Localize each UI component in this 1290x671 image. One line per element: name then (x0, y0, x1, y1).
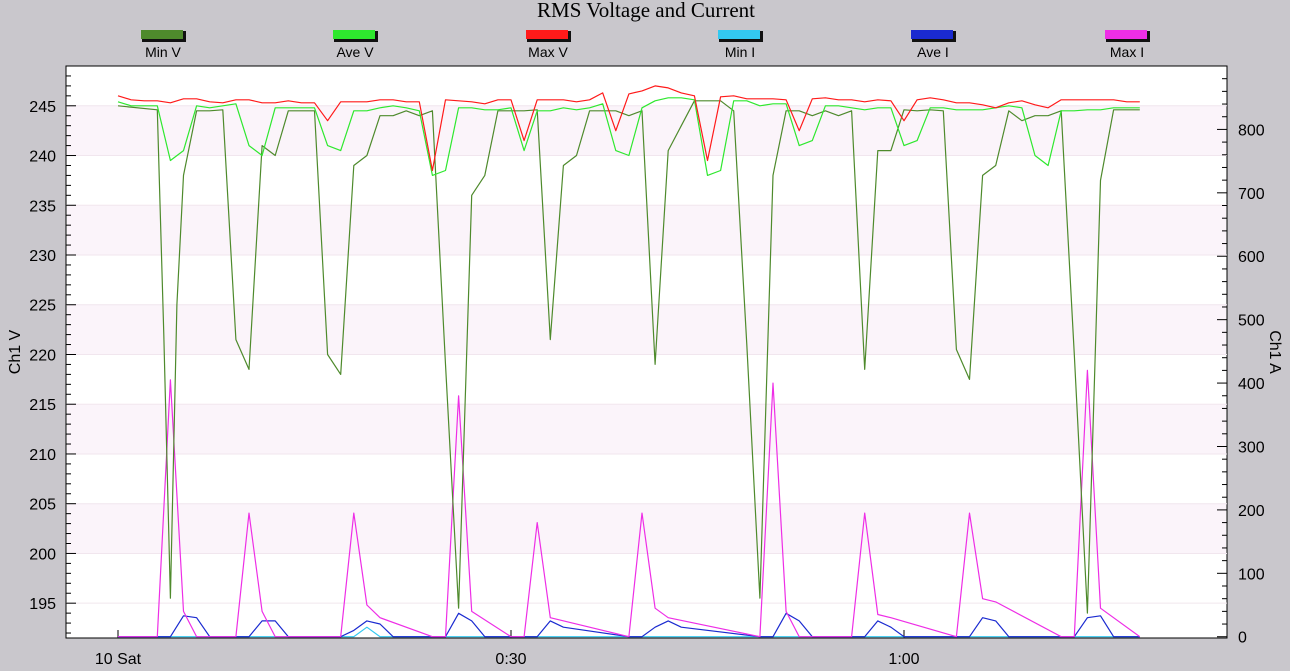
legend-label: Max V (528, 44, 568, 60)
legend: Min V Ave V Max V Min I Ave I Max I (141, 30, 1150, 60)
series-line-max-i (118, 369, 1141, 638)
y-right-tick-label: 200 (1238, 503, 1265, 520)
series-line-max-v (117, 85, 1140, 172)
legend-label: Max I (1110, 44, 1144, 60)
y-left-tick-label: 205 (29, 497, 56, 514)
series-layer (117, 85, 1141, 638)
y-left-axis-title: Ch1 V (7, 329, 24, 374)
series-line-min-i (118, 626, 1140, 638)
y-left-tick-label: 230 (29, 248, 56, 265)
y-left-tick-label: 210 (29, 447, 56, 464)
chart-title: RMS Voltage and Current (537, 0, 755, 22)
grid (66, 105, 1227, 604)
y-right-tick-label: 600 (1238, 249, 1265, 266)
y-right-tick-label: 500 (1238, 313, 1265, 330)
y-left-tick-label: 200 (29, 546, 56, 563)
series-line-min-v (117, 100, 1140, 614)
y-left-tick-label: 195 (29, 596, 56, 613)
y-left-tick-label: 220 (29, 347, 56, 364)
y-right-tick-label: 300 (1238, 439, 1265, 456)
y-right-tick-label: 800 (1238, 122, 1265, 139)
legend-swatch (718, 30, 760, 39)
y-right-tick-label: 700 (1238, 186, 1265, 203)
x-tick-label: 1:00 (888, 651, 919, 668)
legend-swatch (1105, 30, 1147, 39)
x-tick-label: 10 Sat (95, 651, 142, 668)
y-left-tick-label: 235 (29, 198, 56, 215)
grid-band (67, 205, 1226, 256)
right-axis: 0 100 200 300 400 500 600 700 800 (1217, 78, 1265, 647)
legend-swatch (333, 30, 375, 39)
legend-label: Min V (145, 44, 181, 60)
grid-band (67, 304, 1226, 355)
y-left-tick-label: 245 (29, 99, 56, 116)
y-left-tick-label: 240 (29, 149, 56, 166)
y-right-axis-title: Ch1 A (1266, 330, 1283, 374)
legend-label: Ave I (917, 44, 949, 60)
y-right-tick-label: 100 (1238, 566, 1265, 583)
legend-label: Min I (725, 44, 755, 60)
legend-label: Ave V (336, 44, 374, 60)
x-tick-label: 0:30 (495, 651, 526, 668)
legend-swatch (141, 30, 183, 39)
grid-band (67, 404, 1226, 454)
left-axis: 195 200 205 210 215 220 225 230 235 240 245 (29, 65, 76, 634)
x-axis: 10 Sat 0:30 1:00 (95, 630, 920, 668)
legend-swatch (526, 30, 568, 39)
y-left-tick-label: 225 (29, 298, 56, 315)
y-right-tick-label: 400 (1238, 376, 1265, 393)
y-right-tick-label: 0 (1238, 630, 1247, 647)
legend-swatch (911, 30, 953, 39)
y-left-tick-label: 215 (29, 397, 56, 414)
series-line-ave-v (117, 97, 1140, 176)
